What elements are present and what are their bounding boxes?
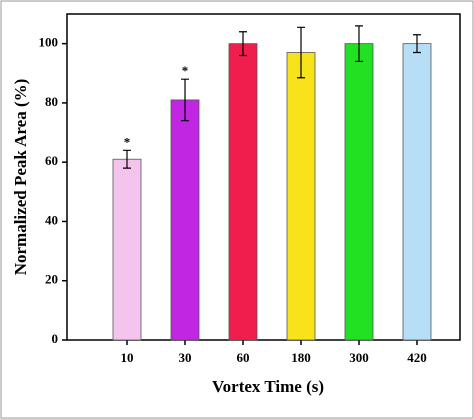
y-tick-label: 100: [39, 35, 59, 50]
error-bar: [297, 26, 305, 79]
bar: [170, 99, 200, 341]
y-axis-title: Normalized Peak Area (%): [11, 79, 30, 276]
x-tick-label: 60: [237, 350, 250, 365]
error-bar: [123, 149, 131, 169]
bar: [402, 43, 432, 341]
bar: [344, 43, 374, 341]
x-tick-label: 300: [349, 350, 369, 365]
bar: [112, 158, 142, 341]
x-tick-label: 180: [291, 350, 311, 365]
significance-mark: *: [182, 63, 189, 78]
y-tick-label: 80: [45, 94, 58, 109]
y-tick-label: 0: [52, 331, 59, 346]
significance-mark: *: [124, 134, 131, 149]
x-tick-label: 10: [121, 350, 134, 365]
x-tick-label: 420: [407, 350, 427, 365]
y-tick-label: 60: [45, 153, 58, 168]
error-bar: [413, 34, 421, 54]
bar: [228, 43, 258, 341]
plot-frame: [66, 13, 461, 341]
error-bar: [239, 31, 247, 57]
y-tick-label: 20: [45, 272, 58, 287]
x-tick-label: 30: [179, 350, 192, 365]
y-tick-label: 40: [45, 212, 58, 227]
x-axis-title: Vortex Time (s): [212, 377, 324, 396]
error-bar: [181, 78, 189, 122]
error-bar: [355, 25, 363, 63]
bar: [286, 52, 316, 341]
